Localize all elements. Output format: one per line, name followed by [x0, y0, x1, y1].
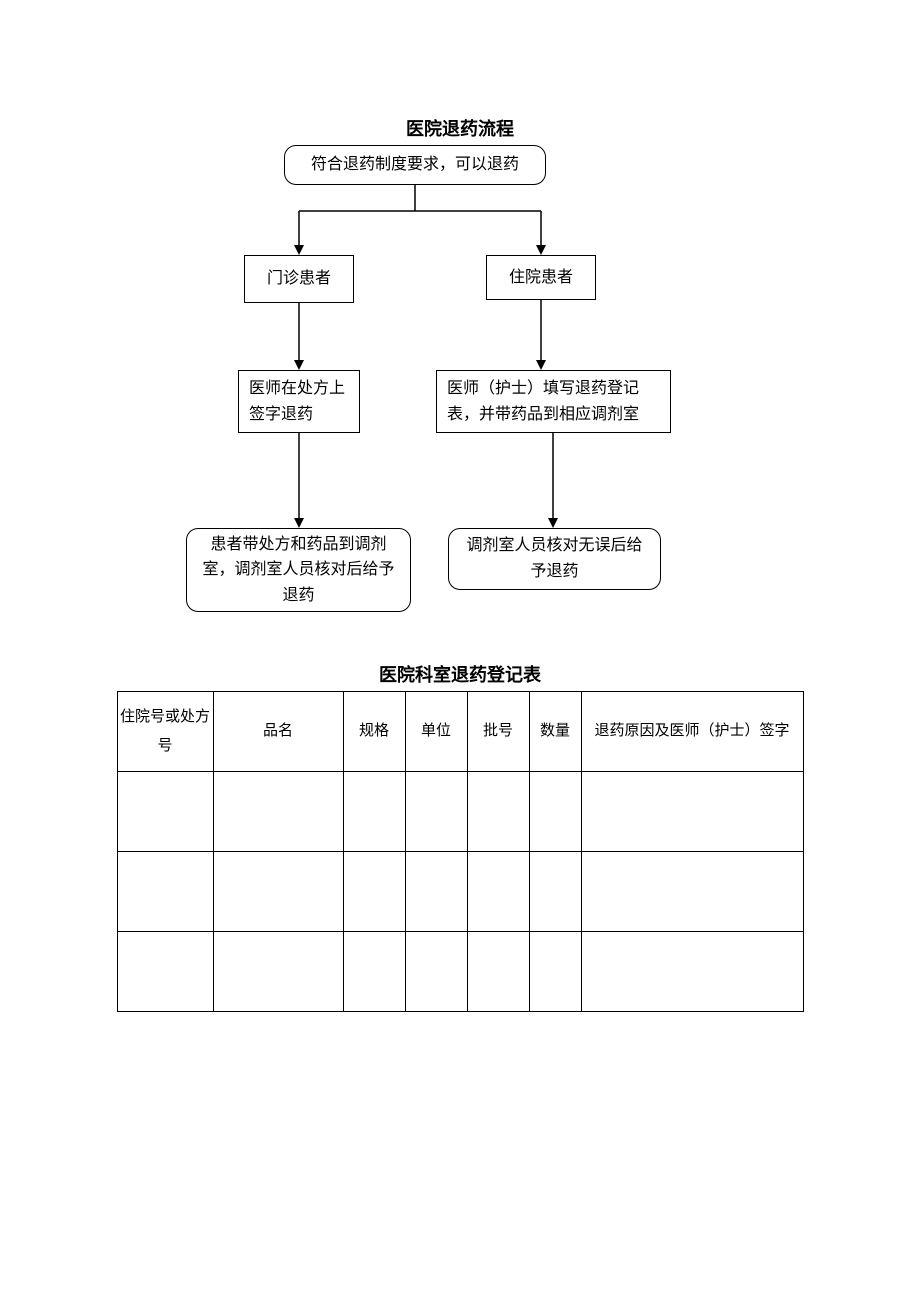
col-header: 数量	[529, 692, 581, 772]
cell	[529, 852, 581, 932]
node-outpatient: 门诊患者	[244, 255, 354, 303]
cell	[213, 772, 343, 852]
cell	[213, 852, 343, 932]
cell	[581, 852, 803, 932]
node-pharmacy-check: 调剂室人员核对无误后给予退药	[448, 528, 661, 590]
cell	[529, 772, 581, 852]
table-row	[117, 852, 803, 932]
node-label: 调剂室人员核对无误后给予退药	[459, 533, 650, 584]
cell	[405, 852, 467, 932]
node-fill-form: 医师（护士）填写退药登记表，并带药品到相应调剂室	[436, 370, 671, 433]
col-header: 住院号或处方号	[117, 692, 213, 772]
table-row	[117, 932, 803, 1012]
cell	[405, 932, 467, 1012]
table-title: 医院科室退药登记表	[0, 661, 920, 687]
table-row	[117, 772, 803, 852]
cell	[117, 932, 213, 1012]
node-label: 门诊患者	[267, 266, 331, 292]
col-header: 退药原因及医师（护士）签字	[581, 692, 803, 772]
cell	[467, 852, 529, 932]
cell	[343, 772, 405, 852]
node-label: 符合退药制度要求，可以退药	[311, 152, 519, 178]
registration-table: 住院号或处方号 品名 规格 单位 批号 数量 退药原因及医师（护士）签字	[117, 691, 804, 1012]
flowchart: 符合退药制度要求，可以退药 门诊患者 住院患者 医师在处方上签字退药 医师（护士…	[0, 145, 920, 655]
cell	[467, 772, 529, 852]
col-header: 批号	[467, 692, 529, 772]
node-label: 患者带处方和药品到调剂室，调剂室人员核对后给予退药	[197, 532, 400, 609]
cell	[529, 932, 581, 1012]
col-header: 品名	[213, 692, 343, 772]
cell	[343, 932, 405, 1012]
node-label: 住院患者	[509, 265, 573, 291]
cell	[213, 932, 343, 1012]
node-label: 医师在处方上签字退药	[249, 376, 349, 427]
flowchart-title: 医院退药流程	[0, 115, 920, 141]
node-label: 医师（护士）填写退药登记表，并带药品到相应调剂室	[447, 376, 660, 427]
node-doctor-sign: 医师在处方上签字退药	[238, 370, 360, 433]
col-header: 规格	[343, 692, 405, 772]
cell	[581, 772, 803, 852]
col-header: 单位	[405, 692, 467, 772]
cell	[343, 852, 405, 932]
table-header-row: 住院号或处方号 品名 规格 单位 批号 数量 退药原因及医师（护士）签字	[117, 692, 803, 772]
cell	[117, 772, 213, 852]
cell	[467, 932, 529, 1012]
cell	[117, 852, 213, 932]
cell	[581, 932, 803, 1012]
cell	[405, 772, 467, 852]
node-patient-return: 患者带处方和药品到调剂室，调剂室人员核对后给予退药	[186, 528, 411, 612]
node-inpatient: 住院患者	[486, 255, 596, 300]
node-start: 符合退药制度要求，可以退药	[284, 145, 546, 185]
